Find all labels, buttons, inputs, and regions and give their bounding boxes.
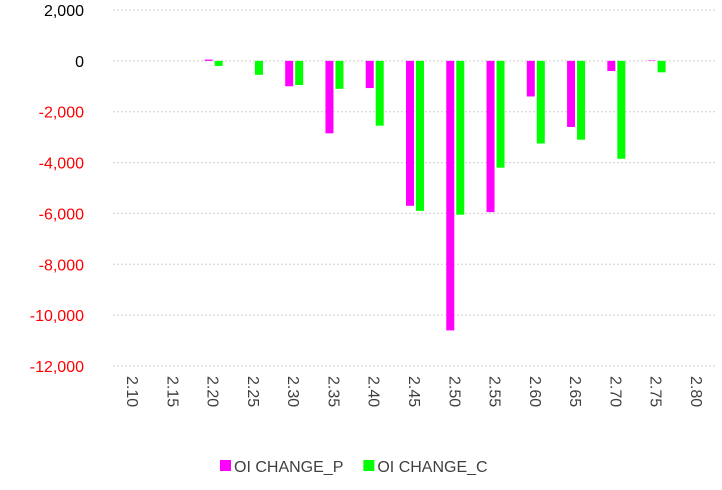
x-tick-label: 2.20	[204, 376, 221, 407]
bar	[496, 60, 505, 168]
bar	[607, 60, 616, 72]
bar	[214, 60, 223, 66]
x-tick-label: 2.10	[123, 376, 140, 407]
bar	[285, 60, 294, 87]
bar	[375, 60, 384, 126]
bar	[577, 60, 586, 140]
bar	[657, 60, 666, 73]
bar	[526, 60, 535, 97]
x-tick-label: 2.45	[405, 376, 422, 407]
legend-swatch	[363, 460, 375, 471]
bar	[365, 60, 374, 89]
bar	[647, 60, 656, 61]
x-tick-label: 2.50	[445, 376, 462, 407]
bar	[617, 60, 626, 159]
y-tick-label: -6,000	[39, 206, 84, 223]
x-tick-label: 2.25	[244, 376, 261, 407]
x-tick-label: 2.30	[284, 376, 301, 407]
bar	[486, 60, 495, 213]
y-tick-label: -10,000	[30, 308, 84, 325]
bar	[254, 60, 263, 75]
bar	[416, 60, 424, 211]
y-tick-label: 2,000	[44, 3, 84, 20]
bar	[325, 60, 334, 134]
legend-label: OI CHANGE_C	[377, 459, 487, 476]
y-tick-label: -8,000	[39, 257, 84, 274]
bar	[335, 60, 344, 89]
x-tick-label: 2.70	[606, 376, 623, 407]
bar	[536, 60, 545, 144]
bar	[295, 60, 304, 86]
bar	[456, 60, 465, 215]
bar	[567, 60, 576, 127]
y-tick-label: -2,000	[39, 105, 84, 122]
x-tick-label: 2.60	[526, 376, 543, 407]
legend-label: OI CHANGE_P	[234, 459, 343, 476]
bar	[204, 59, 213, 61]
bar	[446, 60, 455, 331]
x-tick-label: 2.80	[687, 376, 704, 407]
y-tick-label: 0	[75, 54, 84, 71]
bar	[406, 60, 414, 206]
y-tick-label: -12,000	[30, 359, 84, 376]
x-tick-label: 2.40	[365, 376, 382, 407]
x-tick-label: 2.75	[647, 376, 664, 407]
x-tick-label: 2.15	[163, 376, 180, 407]
legend-swatch	[220, 460, 231, 471]
y-tick-label: -4,000	[39, 156, 84, 173]
x-tick-label: 2.35	[324, 376, 341, 407]
x-tick-label: 2.65	[566, 376, 583, 407]
x-tick-label: 2.55	[486, 376, 503, 407]
